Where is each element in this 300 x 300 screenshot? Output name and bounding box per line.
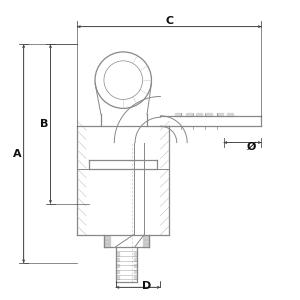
Text: Ø: Ø (247, 142, 256, 152)
Text: B: B (40, 119, 48, 129)
Text: A: A (13, 149, 21, 159)
Text: D: D (142, 281, 152, 291)
Text: C: C (165, 16, 173, 26)
